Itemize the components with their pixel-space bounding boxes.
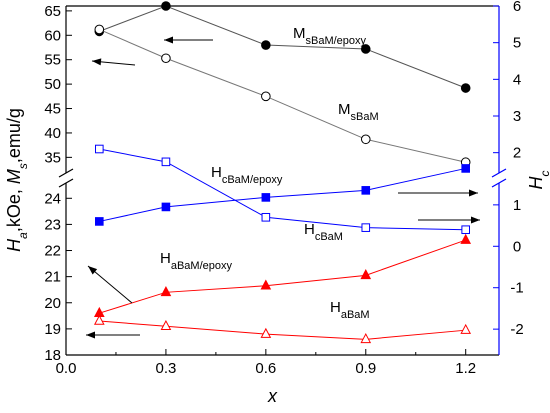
left-tick-label: 35	[44, 149, 61, 166]
left-tick-label: 18	[44, 347, 61, 364]
left-tick-label: 40	[44, 125, 61, 142]
right-tick-label: 2	[513, 145, 521, 162]
data-point	[361, 223, 371, 232]
data-point	[360, 134, 371, 145]
arrow-head	[88, 266, 98, 275]
left-tick-label: 21	[44, 269, 61, 286]
data-point	[95, 144, 104, 154]
data-point	[260, 327, 272, 338]
left-tick-label: 50	[44, 76, 61, 93]
left-tick-label: 24	[44, 190, 61, 207]
data-point	[360, 44, 371, 54]
data-point	[461, 225, 470, 235]
data-point	[161, 1, 171, 11]
series-label: HcBaM	[304, 221, 343, 243]
right-tick-label: -2	[510, 321, 523, 338]
left-axis-title: Ha,kOe, Ms,emu/g	[4, 108, 30, 252]
left-tick-label: 60	[44, 27, 61, 44]
left-tick-label: 55	[44, 52, 61, 69]
x-tick-label: 0.9	[355, 360, 376, 377]
arrow-head	[471, 216, 480, 224]
right-axis-title: Hc	[526, 171, 550, 190]
series-line	[99, 5, 466, 89]
left-tick-label: 20	[44, 295, 61, 312]
arrow-head	[469, 189, 478, 197]
data-point	[460, 323, 472, 334]
right-tick-label: 3	[513, 108, 521, 125]
series-line	[99, 148, 466, 231]
data-point	[261, 193, 271, 202]
series-label: MsBaM/epoxy	[293, 25, 367, 47]
data-point	[460, 83, 471, 93]
data-point	[460, 233, 472, 244]
x-tick-label: 1.2	[455, 360, 476, 377]
series-line	[99, 28, 466, 163]
data-point	[95, 217, 104, 226]
x-tick-label: 0.0	[56, 360, 77, 377]
left-tick-label: 65	[44, 3, 61, 20]
left-tick-label: 45	[44, 101, 61, 118]
data-point	[361, 186, 371, 195]
data-point	[94, 24, 105, 35]
arrow-head	[164, 36, 173, 44]
data-point	[161, 157, 171, 167]
data-point	[160, 319, 172, 331]
right-tick-label: 5	[513, 35, 521, 52]
right-tick-label: 0	[513, 238, 521, 255]
right-tick-label: 6	[513, 0, 521, 15]
series-label: HaBaM/epoxy	[160, 250, 232, 272]
left-tick-label: 23	[44, 216, 61, 233]
data-point	[261, 212, 271, 222]
series-line	[99, 320, 466, 340]
series-label: HcBaM/epoxy	[211, 164, 283, 186]
data-point	[161, 53, 171, 64]
right-tick-label: -1	[510, 280, 523, 297]
data-point	[360, 333, 372, 344]
right-axis-break-mark	[491, 178, 507, 188]
data-point	[261, 91, 271, 102]
data-point	[161, 202, 171, 212]
data-point	[360, 269, 372, 280]
right-tick-label: 1	[513, 197, 521, 214]
series-label: MsBaM	[338, 101, 379, 123]
left-tick-label: 22	[44, 243, 61, 260]
data-point	[93, 314, 105, 325]
left-axis-break-mark	[58, 168, 74, 178]
series-line	[99, 167, 466, 222]
arrow-head	[86, 331, 95, 339]
left-tick-label: 19	[44, 321, 61, 338]
left-axis-break-mark	[58, 178, 74, 188]
data-point	[160, 285, 172, 297]
series-line	[99, 239, 466, 314]
series-label: HaBaM	[330, 299, 370, 321]
arrow-head	[92, 58, 102, 66]
right-tick-label: 4	[513, 71, 521, 88]
data-point	[461, 164, 470, 173]
annotation-arrow	[87, 265, 133, 304]
data-point	[260, 279, 272, 290]
x-tick-label: 0.3	[155, 360, 176, 377]
right-axis-break-mark	[491, 168, 507, 178]
x-axis-title: x	[267, 386, 278, 406]
x-tick-label: 0.6	[255, 360, 276, 377]
data-point	[261, 40, 271, 50]
